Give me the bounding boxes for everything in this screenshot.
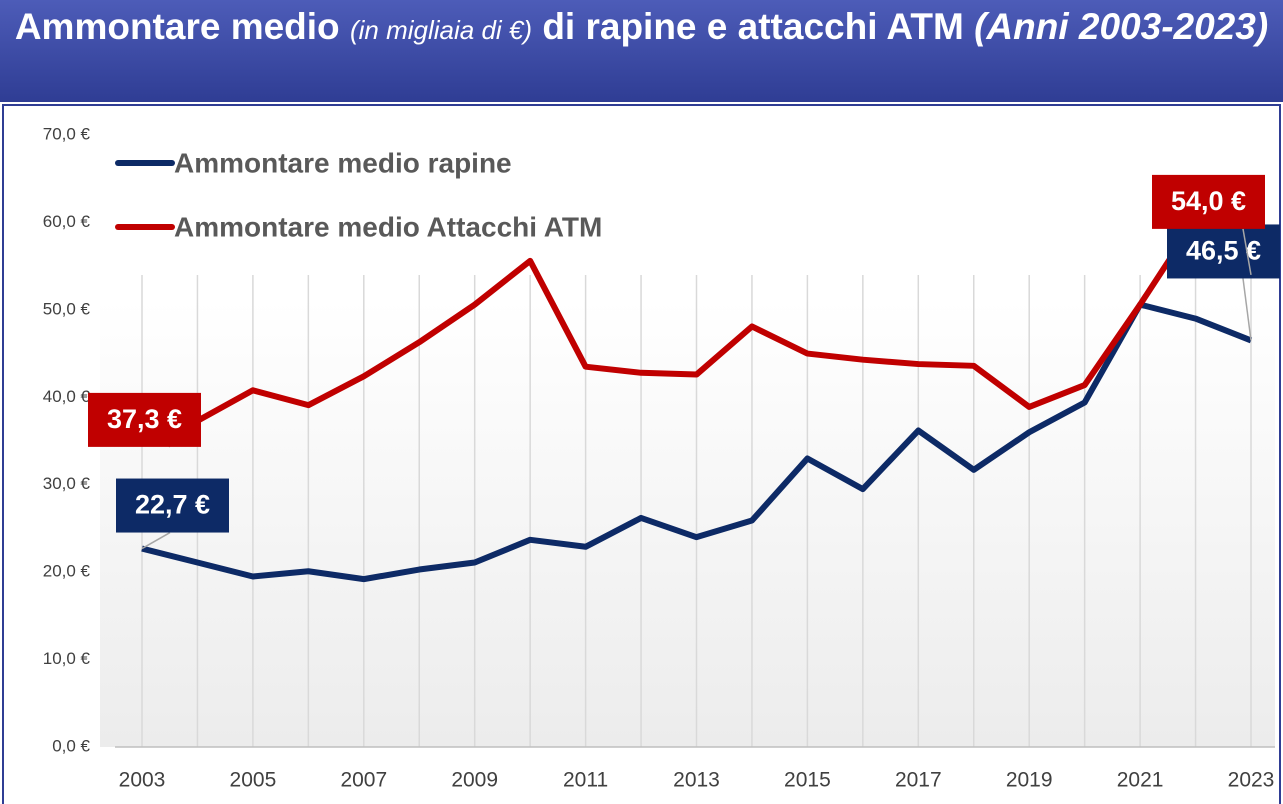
x-tick-label: 2021 <box>1117 769 1164 792</box>
chart-frame <box>2 104 1281 804</box>
x-tick-label: 2017 <box>895 769 942 792</box>
leader-line <box>1242 278 1252 341</box>
y-tick-label: 40,0 € <box>43 387 91 406</box>
y-tick-label: 50,0 € <box>43 299 91 318</box>
leader-line <box>1242 228 1252 276</box>
series-line <box>142 216 1254 424</box>
legend-label: Ammontare medio Attacchi ATM <box>174 211 602 242</box>
x-tick-label: 2019 <box>1006 769 1053 792</box>
y-tick-label: 20,0 € <box>43 562 91 581</box>
x-tick-label: 2013 <box>673 769 720 792</box>
title-banner: Ammontare medio (in migliaia di €) di ra… <box>0 0 1283 102</box>
x-tick-label: 2009 <box>451 769 498 792</box>
y-tick-label: 10,0 € <box>43 649 91 668</box>
data-label: 54,0 € <box>1171 186 1246 216</box>
x-tick-label: 2007 <box>340 769 387 792</box>
series-line <box>141 301 1253 583</box>
title-part: (in migliaia di €) <box>349 15 533 45</box>
x-tick-label: 2015 <box>784 769 831 792</box>
title-part: Ammontare medio <box>14 6 340 47</box>
title-part: di rapine e attacchi ATM <box>542 6 964 47</box>
x-tick-label: 2011 <box>563 769 608 792</box>
x-tick-label: 2023 <box>1228 769 1275 792</box>
x-tick-label: 2003 <box>119 769 166 792</box>
data-label: 22,7 € <box>135 490 210 520</box>
title-part: (Anni 2003-2023) <box>974 6 1269 47</box>
y-tick-label: 60,0 € <box>43 212 91 231</box>
data-label-box <box>116 478 229 533</box>
data-label: 46,5 € <box>1186 236 1261 266</box>
y-tick-label: 70,0 € <box>43 124 91 143</box>
leader-line <box>141 531 171 550</box>
data-label: 37,3 € <box>107 404 182 434</box>
legend-label: Ammontare medio rapine <box>174 147 512 178</box>
y-tick-label: 0,0 € <box>52 736 90 755</box>
data-label-box <box>1152 174 1265 229</box>
data-label-box <box>88 392 201 447</box>
y-tick-label: 30,0 € <box>43 474 91 493</box>
data-label-box <box>1167 224 1280 279</box>
x-tick-label: 2005 <box>230 769 277 792</box>
